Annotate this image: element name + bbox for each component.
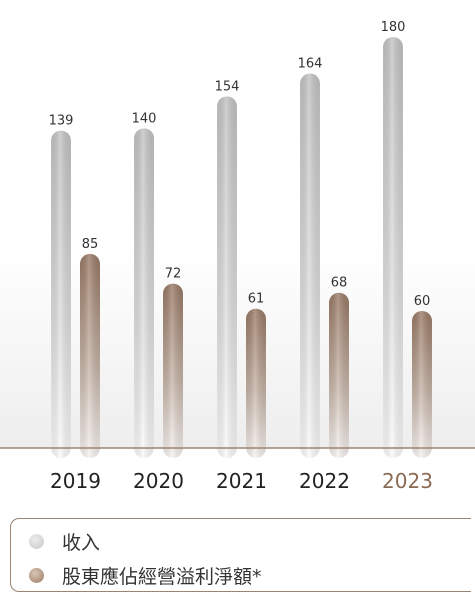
value-label: 180 xyxy=(381,20,406,35)
value-label: 154 xyxy=(215,79,240,94)
bar-shading xyxy=(412,311,432,458)
value-label: 85 xyxy=(82,237,99,252)
value-label: 164 xyxy=(298,57,323,72)
x-tick-label: 2022 xyxy=(299,469,350,493)
legend-item-net-profit: 股東應佔經營溢利淨額* xyxy=(29,562,262,589)
value-label: 72 xyxy=(165,267,182,282)
bar-shading xyxy=(383,37,403,458)
bar-shading xyxy=(246,308,266,458)
bar-shading xyxy=(163,283,183,458)
plot-background xyxy=(0,0,475,448)
bar-shading xyxy=(51,130,71,458)
legend-item-revenue: 收入 xyxy=(29,528,100,555)
value-label: 140 xyxy=(132,111,157,126)
value-label: 60 xyxy=(414,294,431,309)
brown-circle-icon xyxy=(29,568,44,583)
bar-shading xyxy=(329,292,349,458)
bar-shading xyxy=(217,96,237,458)
x-tick-label: 2019 xyxy=(50,469,101,493)
x-tick-label: 2020 xyxy=(133,469,184,493)
value-label: 61 xyxy=(248,292,265,307)
value-label: 68 xyxy=(331,276,348,291)
grey-circle-icon xyxy=(29,534,44,549)
legend-label: 收入 xyxy=(62,532,101,554)
legend: 收入 股東應佔經營溢利淨額* xyxy=(10,518,471,592)
value-label: 139 xyxy=(49,114,74,129)
x-tick-label: 2021 xyxy=(216,469,267,493)
legend-label: 股東應佔經營溢利淨額* xyxy=(62,566,262,588)
x-tick-label: 2023 xyxy=(382,469,433,493)
bar-shading xyxy=(134,128,154,459)
bar-chart: 139 85 140 72 154 61 164 68 180 60 2019 2020 2021 20… xyxy=(0,0,475,493)
bar-shading xyxy=(80,253,100,458)
bar-shading xyxy=(300,73,320,459)
